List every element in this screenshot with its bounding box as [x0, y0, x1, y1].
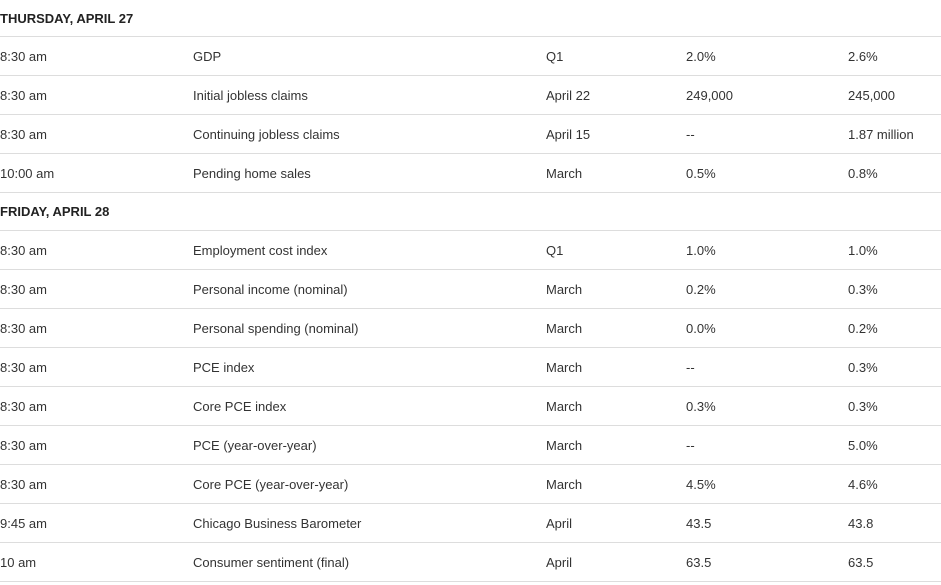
event-period: March — [546, 308, 686, 348]
table-row: 8:30 am PCE (year-over-year) March -- 5.… — [0, 425, 941, 465]
event-time: 8:30 am — [0, 464, 193, 504]
event-name: Core PCE (year-over-year) — [193, 464, 546, 504]
event-name: GDP — [193, 36, 546, 76]
event-previous: 0.8% — [848, 153, 941, 193]
event-period: March — [546, 269, 686, 309]
table-row: 8:30 am Employment cost index Q1 1.0% 1.… — [0, 230, 941, 270]
table-row: 8:30 am Core PCE index March 0.3% 0.3% — [0, 386, 941, 426]
event-name: Personal income (nominal) — [193, 269, 546, 309]
day-header: FRIDAY, APRIL 28 — [0, 192, 941, 231]
event-period: March — [546, 464, 686, 504]
event-period: March — [546, 386, 686, 426]
event-time: 8:30 am — [0, 308, 193, 348]
event-forecast: 43.5 — [686, 503, 848, 543]
event-period: March — [546, 153, 686, 193]
event-previous: 1.87 million — [848, 114, 941, 154]
event-period: April — [546, 542, 686, 582]
event-period: Q1 — [546, 230, 686, 270]
event-forecast: 1.0% — [686, 230, 848, 270]
event-previous: 5.0% — [848, 425, 941, 465]
event-name: Initial jobless claims — [193, 75, 546, 115]
day-header: THURSDAY, APRIL 27 — [0, 0, 941, 37]
event-period: April — [546, 503, 686, 543]
event-forecast: -- — [686, 347, 848, 387]
event-time: 8:30 am — [0, 114, 193, 154]
table-row: 8:30 am Continuing jobless claims April … — [0, 114, 941, 154]
table-row: 10:00 am Pending home sales March 0.5% 0… — [0, 153, 941, 193]
event-time: 8:30 am — [0, 386, 193, 426]
event-name: Consumer sentiment (final) — [193, 542, 546, 582]
event-forecast: 63.5 — [686, 542, 848, 582]
event-previous: 0.3% — [848, 386, 941, 426]
table-row: 9:45 am Chicago Business Barometer April… — [0, 503, 941, 543]
table-row: 8:30 am PCE index March -- 0.3% — [0, 347, 941, 387]
event-name: Personal spending (nominal) — [193, 308, 546, 348]
event-forecast: 4.5% — [686, 464, 848, 504]
event-period: April 15 — [546, 114, 686, 154]
event-name: Chicago Business Barometer — [193, 503, 546, 543]
event-time: 8:30 am — [0, 269, 193, 309]
event-name: Employment cost index — [193, 230, 546, 270]
event-previous: 0.3% — [848, 269, 941, 309]
event-previous: 43.8 — [848, 503, 941, 543]
event-previous: 63.5 — [848, 542, 941, 582]
event-previous: 4.6% — [848, 464, 941, 504]
event-previous: 0.2% — [848, 308, 941, 348]
event-forecast: 0.2% — [686, 269, 848, 309]
event-time: 8:30 am — [0, 75, 193, 115]
event-time: 8:30 am — [0, 425, 193, 465]
event-previous: 245,000 — [848, 75, 941, 115]
event-forecast: 2.0% — [686, 36, 848, 76]
event-forecast: -- — [686, 425, 848, 465]
event-previous: 2.6% — [848, 36, 941, 76]
event-name: PCE (year-over-year) — [193, 425, 546, 465]
event-previous: 1.0% — [848, 230, 941, 270]
event-period: March — [546, 425, 686, 465]
table-row: 8:30 am GDP Q1 2.0% 2.6% — [0, 36, 941, 76]
day-header-row: FRIDAY, APRIL 28 — [0, 192, 941, 231]
event-forecast: -- — [686, 114, 848, 154]
table-row: 8:30 am Personal income (nominal) March … — [0, 269, 941, 309]
event-name: PCE index — [193, 347, 546, 387]
event-period: March — [546, 347, 686, 387]
event-time: 8:30 am — [0, 36, 193, 76]
event-time: 10:00 am — [0, 153, 193, 193]
day-header-row: THURSDAY, APRIL 27 — [0, 0, 941, 37]
event-forecast: 0.5% — [686, 153, 848, 193]
event-period: Q1 — [546, 36, 686, 76]
event-forecast: 249,000 — [686, 75, 848, 115]
event-time: 8:30 am — [0, 230, 193, 270]
event-time: 8:30 am — [0, 347, 193, 387]
event-name: Core PCE index — [193, 386, 546, 426]
event-name: Pending home sales — [193, 153, 546, 193]
table-row: 8:30 am Personal spending (nominal) Marc… — [0, 308, 941, 348]
event-forecast: 0.0% — [686, 308, 848, 348]
event-previous: 0.3% — [848, 347, 941, 387]
table-row: 10 am Consumer sentiment (final) April 6… — [0, 542, 941, 582]
event-time: 9:45 am — [0, 503, 193, 543]
table-row: 8:30 am Core PCE (year-over-year) March … — [0, 464, 941, 504]
event-forecast: 0.3% — [686, 386, 848, 426]
event-period: April 22 — [546, 75, 686, 115]
event-name: Continuing jobless claims — [193, 114, 546, 154]
event-time: 10 am — [0, 542, 193, 582]
table-row: 8:30 am Initial jobless claims April 22 … — [0, 75, 941, 115]
